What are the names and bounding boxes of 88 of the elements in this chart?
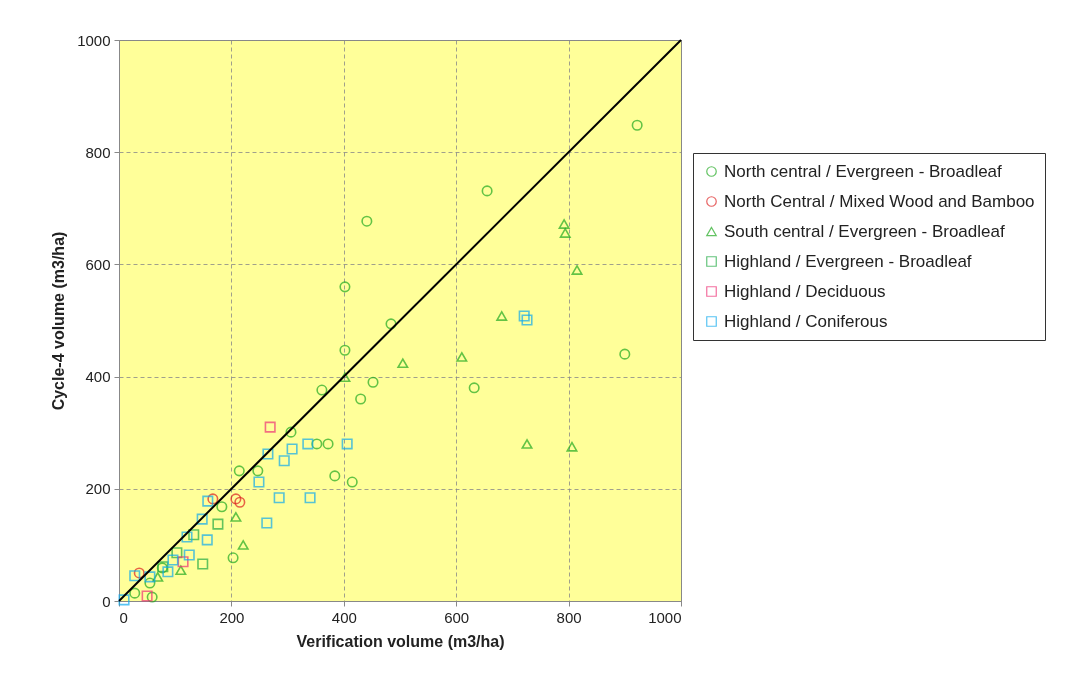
point — [367, 376, 379, 388]
point — [322, 438, 334, 450]
point — [518, 310, 530, 322]
point — [304, 492, 316, 504]
point — [468, 382, 480, 394]
point — [175, 565, 187, 576]
point — [397, 358, 409, 369]
point — [227, 552, 239, 564]
x-tick-label: 200 — [219, 608, 245, 626]
point — [183, 549, 195, 561]
y-tick-label: 800 — [85, 143, 111, 161]
point — [133, 567, 145, 579]
point — [619, 348, 631, 360]
point — [201, 534, 213, 546]
point — [285, 426, 297, 438]
y-tick-label: 1000 — [77, 31, 111, 49]
point — [253, 476, 265, 488]
point — [264, 421, 276, 433]
point — [129, 570, 141, 582]
point — [230, 493, 242, 505]
point — [571, 265, 583, 275]
y-tick-label: 200 — [85, 480, 111, 498]
point — [144, 571, 156, 583]
legend-label: Highland / Coniferous — [724, 311, 888, 331]
point — [167, 554, 179, 566]
point — [329, 470, 341, 482]
point — [481, 185, 493, 197]
point — [631, 119, 643, 131]
y-axis-title: Cycle-4 volume (m3/ha) — [50, 231, 68, 411]
point — [212, 518, 224, 530]
x-tick-label: 400 — [331, 608, 357, 626]
legend-label: North Central / Mixed Wood and Bamboo — [724, 191, 1035, 211]
point — [177, 556, 189, 568]
point — [197, 558, 209, 570]
point — [456, 352, 468, 362]
point — [230, 511, 242, 522]
point — [278, 455, 290, 467]
point — [262, 448, 274, 460]
point — [207, 493, 219, 505]
point — [339, 372, 351, 383]
point — [496, 311, 508, 321]
y-tick-label: 0 — [102, 592, 111, 610]
point — [141, 590, 153, 602]
point — [234, 496, 246, 508]
point — [339, 281, 351, 293]
point — [316, 384, 328, 396]
legend-label: Highland / Evergreen - Broadleaf — [724, 251, 972, 271]
point — [233, 465, 245, 477]
point — [286, 443, 298, 455]
point — [339, 344, 351, 356]
point — [361, 215, 373, 227]
point — [196, 513, 208, 525]
x-axis-title: Verification volume (m3/ha) — [296, 632, 505, 650]
point — [118, 594, 130, 606]
legend-label: North central / Evergreen - Broadleaf — [724, 161, 1003, 181]
point — [252, 465, 264, 477]
point — [171, 547, 183, 559]
point — [162, 566, 174, 578]
point — [181, 531, 193, 543]
point — [261, 517, 273, 529]
point — [559, 228, 571, 238]
point — [237, 539, 249, 550]
x-tick-label: 0 — [119, 608, 128, 626]
point — [311, 438, 323, 450]
point — [144, 577, 156, 589]
point — [521, 439, 533, 449]
point — [521, 314, 533, 326]
point — [302, 438, 314, 450]
point — [202, 495, 214, 507]
x-tick-label: 1000 — [648, 608, 682, 626]
point — [188, 529, 200, 541]
x-tick-label: 800 — [556, 608, 582, 626]
point — [341, 438, 353, 450]
point — [146, 591, 158, 603]
point — [152, 571, 164, 582]
point — [346, 476, 358, 488]
point — [355, 393, 367, 405]
point — [129, 587, 141, 599]
point — [566, 441, 578, 452]
legend-label: Highland / Deciduous — [724, 281, 886, 301]
point — [273, 492, 285, 504]
y-tick-label: 600 — [85, 255, 111, 273]
y-tick-label: 400 — [85, 368, 111, 386]
point — [385, 318, 397, 330]
x-tick-label: 600 — [444, 608, 470, 626]
point — [558, 219, 570, 229]
point — [216, 501, 228, 513]
legend-label: South central / Evergreen - Broadleaf — [724, 221, 1005, 241]
